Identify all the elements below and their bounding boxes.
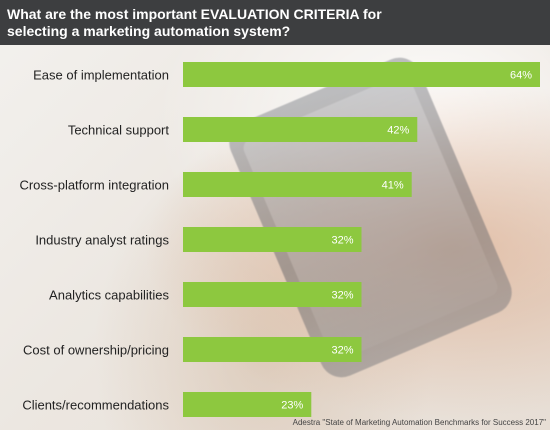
value-label: 41%: [382, 180, 404, 192]
source-note: Adestra "State of Marketing Automation B…: [292, 418, 546, 427]
bar: [183, 172, 412, 197]
chart-title-line-2: selecting a marketing automation system?: [7, 23, 291, 39]
chart-title: What are the most important EVALUATION C…: [7, 6, 542, 40]
category-label: Cross-platform integration: [19, 178, 169, 193]
bar: [183, 227, 362, 252]
bar: [183, 337, 362, 362]
category-label: Clients/recommendations: [22, 398, 169, 413]
value-label: 64%: [510, 70, 532, 82]
bar: [183, 282, 362, 307]
category-label: Cost of ownership/pricing: [23, 343, 169, 358]
value-label: 42%: [387, 125, 409, 137]
category-label: Technical support: [68, 123, 170, 138]
category-label: Analytics capabilities: [49, 288, 169, 303]
value-label: 32%: [331, 235, 353, 247]
value-label: 32%: [331, 345, 353, 357]
category-label: Industry analyst ratings: [35, 233, 169, 248]
bar: [183, 117, 418, 142]
value-label: 32%: [331, 290, 353, 302]
chart-title-line-1: What are the most important EVALUATION C…: [7, 6, 382, 22]
bar: [183, 62, 540, 87]
bar-chart: Ease of implementation 64% Technical suppo…: [19, 62, 540, 417]
bar: [183, 392, 312, 417]
category-label: Ease of implementation: [33, 68, 169, 83]
value-label: 23%: [281, 400, 303, 412]
title-banner: What are the most important EVALUATION C…: [0, 0, 550, 45]
